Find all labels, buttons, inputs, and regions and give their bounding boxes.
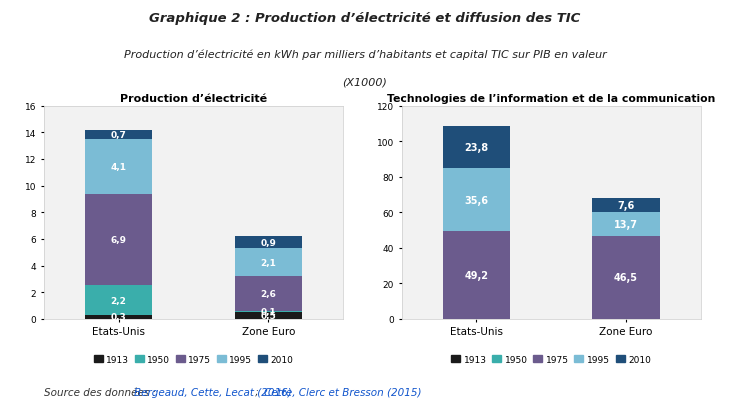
Text: ;: ; (252, 387, 262, 397)
Bar (442, 232, 510, 319)
Bar (592, 212, 660, 236)
Text: 0,5: 0,5 (261, 311, 276, 320)
Bar (234, 249, 302, 276)
Text: 4,1: 4,1 (111, 162, 126, 171)
Bar (234, 311, 302, 312)
Text: 35,6: 35,6 (464, 195, 488, 205)
Title: Technologies de l’information et de la communication: Technologies de l’information et de la c… (387, 94, 715, 104)
Text: Production d’électricité en kWh par milliers d’habitants et capital TIC sur PIB : Production d’électricité en kWh par mill… (123, 49, 607, 60)
Text: Bergeaud, Cette, Lecat (2016): Bergeaud, Cette, Lecat (2016) (134, 387, 291, 397)
Text: 2,1: 2,1 (261, 258, 276, 267)
Text: 2,2: 2,2 (111, 296, 126, 305)
Bar (85, 139, 153, 194)
Bar (234, 236, 302, 249)
Bar (592, 236, 660, 319)
Text: Source des données :: Source des données : (44, 387, 159, 397)
Bar (85, 315, 153, 319)
Text: 2,6: 2,6 (261, 289, 276, 298)
Text: 7,6: 7,6 (618, 200, 634, 211)
Text: (X1000): (X1000) (342, 78, 388, 88)
Text: 0,9: 0,9 (261, 238, 276, 247)
Text: 0,3: 0,3 (111, 312, 126, 321)
Text: Cette, Clerc et Bresson (2015): Cette, Clerc et Bresson (2015) (264, 387, 422, 397)
Text: Graphique 2 : Production d’électricité et diffusion des TIC: Graphique 2 : Production d’électricité e… (150, 12, 580, 25)
Text: 0,7: 0,7 (111, 130, 126, 139)
Bar (442, 169, 510, 232)
Bar (85, 194, 153, 286)
Bar (592, 199, 660, 212)
Bar (442, 126, 510, 169)
Bar (234, 276, 302, 311)
Text: 0,1: 0,1 (261, 307, 276, 316)
Text: 6,9: 6,9 (111, 236, 126, 245)
Bar (85, 286, 153, 315)
Legend: 1913, 1950, 1975, 1995, 2010: 1913, 1950, 1975, 1995, 2010 (90, 351, 297, 367)
Bar (85, 130, 153, 139)
Text: 49,2: 49,2 (464, 270, 488, 281)
Text: 46,5: 46,5 (614, 273, 638, 283)
Bar (234, 312, 302, 319)
Text: 23,8: 23,8 (464, 143, 488, 153)
Text: 13,7: 13,7 (614, 220, 638, 229)
Title: Production d’électricité: Production d’électricité (120, 94, 267, 104)
Legend: 1913, 1950, 1975, 1995, 2010: 1913, 1950, 1975, 1995, 2010 (447, 351, 655, 367)
